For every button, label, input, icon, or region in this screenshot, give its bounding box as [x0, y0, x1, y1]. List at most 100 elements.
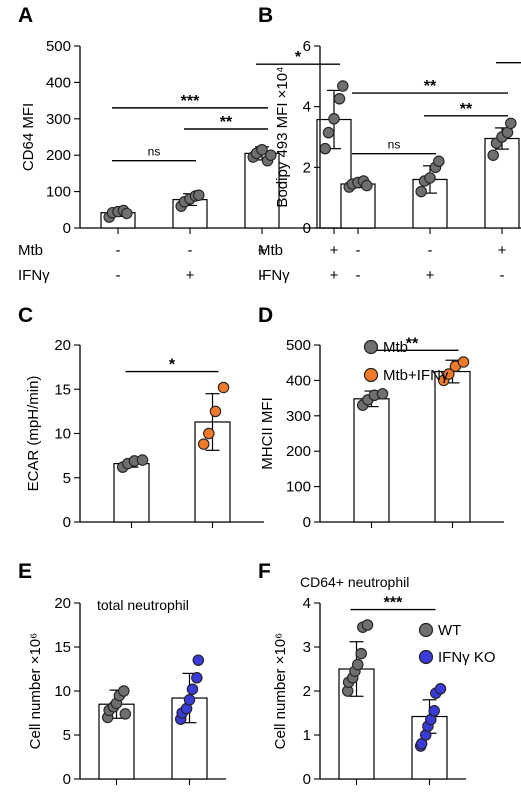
panel-f-ytick-label: 2 [303, 683, 311, 700]
panel-c-point [217, 381, 230, 394]
panel-b-point [424, 172, 436, 184]
panel-e-point [191, 672, 203, 684]
panel-f-point [352, 658, 364, 671]
panel-b-condition-row-label: IFNγ [258, 267, 290, 284]
panel-e-title: total neutrophil [97, 597, 189, 613]
panel-a-ytick-label: 200 [46, 147, 71, 164]
panel-a-ytick-label: 300 [46, 111, 71, 128]
panel-b-condition-sign: - [356, 267, 361, 284]
panel-a-condition-sign: - [116, 267, 121, 284]
panel-b-point [505, 117, 517, 130]
panel-a-sig-label: * [295, 49, 302, 66]
panel-c-point [197, 438, 210, 450]
panel-c-sig-label: * [169, 357, 176, 374]
panel-d-ytick-label: 0 [303, 514, 311, 531]
legend-wt-marker-1 [418, 649, 434, 665]
panel-a-point [337, 80, 349, 92]
panel-a-point [322, 126, 335, 139]
panel-f-sig-label: *** [384, 595, 403, 612]
panel-a-ytick-label: 400 [46, 74, 71, 91]
panel-d-point [376, 388, 389, 400]
legend-wt-label-0: WT [438, 622, 461, 639]
legend-mtb-label-1: Mtb+IFNγ [383, 367, 449, 384]
panel-f-title: CD64+ neutrophil [300, 574, 409, 590]
panel-a-sig-label: *** [181, 93, 200, 110]
panel-e-point [186, 683, 199, 695]
panel-b-condition-sign: + [498, 242, 507, 259]
panel-a-condition-row-label: Mtb [18, 242, 43, 259]
panel-a-point [256, 143, 268, 156]
panel-a-y-label: CD64 MFI [20, 103, 37, 171]
panel-c-bar [113, 462, 150, 523]
panel-f-point [434, 683, 447, 695]
panel-e-ytick-label: 10 [54, 683, 71, 700]
panel-b-point [415, 185, 427, 198]
panel-a-ytick-label: 0 [63, 220, 71, 237]
panel-b-ytick-label: 2 [303, 159, 311, 176]
panel-a-condition-row-label: IFNγ [18, 267, 50, 284]
panel-d-ytick-label: 200 [286, 443, 311, 460]
panel-b-sig-label: ** [460, 101, 473, 118]
panel-d-ytick-label: 500 [286, 337, 311, 354]
legend-mtb-marker-0 [363, 339, 379, 355]
panel-a-point [333, 93, 346, 105]
panel-e-point [119, 708, 132, 720]
panel-f-ytick-label: 3 [303, 639, 311, 656]
panel-a-condition-sign: - [116, 242, 121, 259]
panel-a-point [193, 189, 205, 201]
panel-d-bar [353, 398, 390, 523]
panel-f-ytick-label: 1 [303, 727, 311, 744]
panel-b-y-label: Bodipy 493 MFI ×10⁴ [274, 66, 291, 207]
panel-d-point [457, 356, 470, 368]
panel-b-ytick-label: 0 [303, 220, 311, 237]
panel-a-letter: A [18, 4, 33, 27]
panel-b-condition-sign: + [426, 267, 435, 284]
panel-f-ytick-label: 4 [303, 595, 311, 612]
panel-f-ytick-label: 0 [303, 771, 311, 788]
legend-mtb: Mtb Mtb+IFNγ [363, 339, 449, 384]
panel-c-point [136, 454, 149, 466]
panel-c-ytick-label: 0 [63, 514, 71, 531]
panel-e-letter: E [18, 560, 32, 583]
panel-f-point [355, 647, 367, 660]
panel-b-condition-sign: - [428, 242, 433, 259]
panel-f-y-label: Cell number ×10⁶ [272, 633, 289, 750]
legend-wt: WT IFNγ KO [418, 622, 496, 666]
panel-c-ytick-label: 10 [54, 426, 71, 443]
panel-e-ytick-label: 15 [54, 639, 71, 656]
panel-d-ytick-label: 400 [286, 372, 311, 389]
panel-c-point [209, 405, 222, 418]
panel-b-sig-label: ns [388, 138, 401, 152]
panel-c-point [203, 427, 215, 440]
panel-b-letter: B [258, 4, 273, 27]
panel-a-ytick-label: 100 [46, 184, 71, 201]
legend-wt-label-1: IFNγ KO [438, 649, 496, 666]
panel-b-point [433, 155, 445, 168]
panel-a-condition-sign: + [258, 242, 267, 259]
panel-d-ytick-label: 300 [286, 408, 311, 425]
panel-e-point [183, 694, 196, 706]
panel-d-ytick-label: 100 [286, 479, 311, 496]
panel-e-point [192, 654, 205, 666]
panel-e-ytick-label: 0 [63, 771, 71, 788]
panel-a-sig-label: ** [220, 114, 233, 131]
panel-f-letter: F [258, 560, 271, 583]
panel-a-condition-sign: + [330, 242, 339, 259]
panel-e-ytick-label: 5 [63, 727, 71, 744]
panel-d-bar [434, 370, 471, 523]
panel-c-ytick-label: 15 [54, 381, 71, 398]
panel-c-ytick-label: 20 [54, 337, 71, 354]
panel-b-condition-sign: - [356, 242, 361, 259]
panel-c-y-label: ECAR (mpH/min) [25, 376, 42, 492]
panel-e-ytick-label: 20 [54, 595, 71, 612]
panel-e-y-label: Cell number ×10⁶ [27, 633, 44, 750]
panel-b-ytick-label: 6 [303, 38, 311, 55]
legend-mtb-label-0: Mtb [383, 339, 408, 356]
panel-a-sig-label: ns [148, 145, 161, 159]
panel-f-point [428, 705, 440, 717]
panel-b-point [361, 179, 373, 192]
panel-a-condition-sign: + [186, 267, 195, 284]
panel-a-point [319, 142, 331, 155]
panel-d-y-label: MHCII MFI [259, 397, 276, 470]
